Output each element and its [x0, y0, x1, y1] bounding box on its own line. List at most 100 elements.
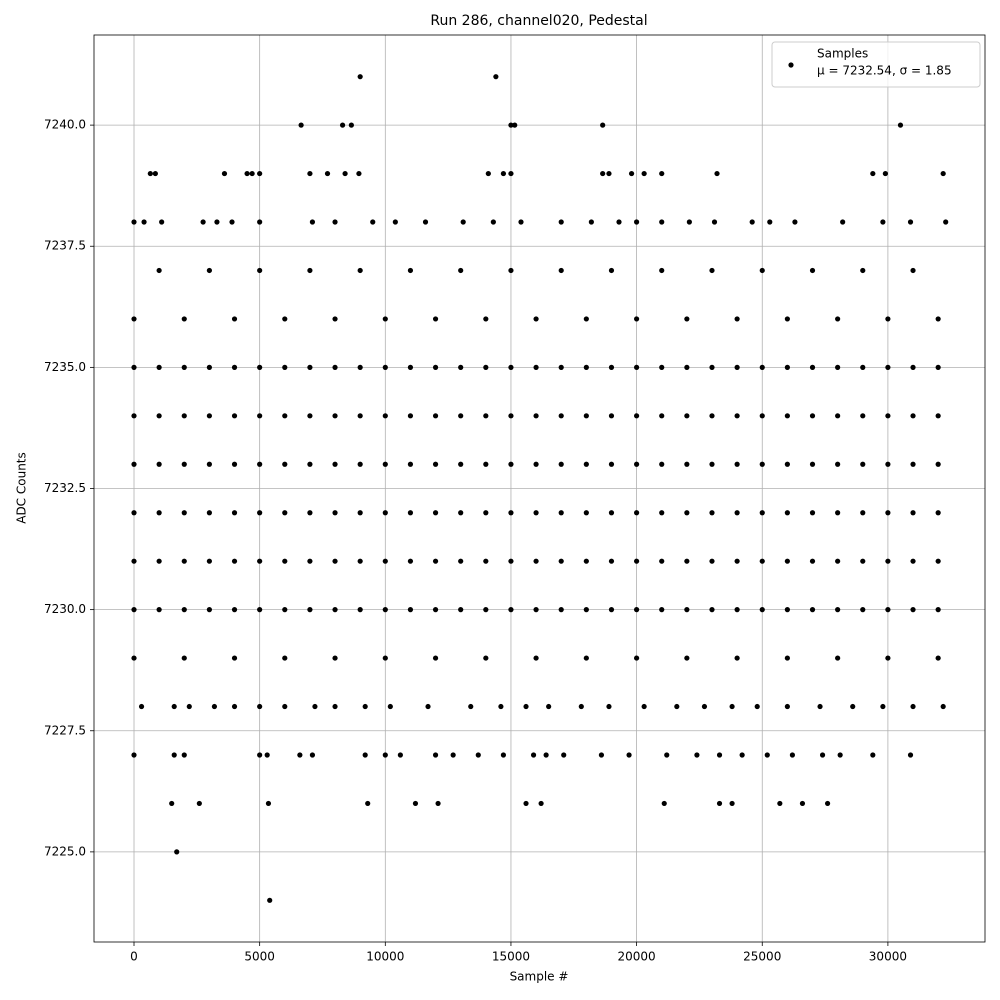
x-tick-label: 0: [130, 950, 138, 964]
point: [885, 413, 891, 419]
point: [342, 170, 348, 177]
point: [837, 752, 843, 758]
point: [357, 364, 363, 370]
point: [362, 703, 368, 710]
point: [634, 607, 640, 613]
point: [265, 800, 272, 807]
point: [709, 558, 715, 564]
point: [546, 703, 552, 710]
point: [530, 752, 537, 758]
point: [789, 752, 796, 758]
point: [533, 316, 539, 322]
point: [468, 703, 474, 710]
point: [935, 364, 941, 370]
point: [935, 607, 941, 613]
point: [885, 607, 891, 613]
point: [583, 316, 589, 322]
point: [257, 267, 263, 274]
point: [634, 219, 640, 225]
point: [332, 510, 338, 516]
point: [616, 219, 622, 225]
point: [206, 364, 212, 370]
point: [664, 752, 670, 758]
point: [885, 461, 891, 467]
point: [583, 607, 589, 613]
point: [558, 461, 564, 467]
point: [759, 607, 765, 613]
point: [809, 364, 816, 370]
x-axis-label: Sample #: [510, 970, 569, 984]
point: [734, 607, 740, 613]
point: [659, 510, 665, 516]
point: [156, 510, 162, 516]
point: [940, 703, 946, 710]
point: [365, 800, 371, 807]
point: [231, 558, 238, 564]
legend-label: Samples: [817, 47, 868, 61]
point: [634, 413, 640, 419]
point: [835, 655, 841, 661]
point: [432, 316, 439, 322]
point: [684, 558, 690, 564]
x-tick-label: 30000: [869, 950, 907, 964]
point: [508, 122, 514, 128]
point: [432, 413, 439, 419]
point: [450, 752, 456, 758]
point: [817, 703, 823, 710]
point: [759, 413, 765, 419]
point: [200, 219, 206, 225]
point: [196, 800, 202, 807]
point: [458, 607, 464, 613]
point: [231, 413, 238, 419]
point: [407, 267, 414, 274]
point: [659, 558, 665, 564]
point: [257, 219, 263, 225]
point: [475, 752, 481, 758]
point: [382, 655, 388, 661]
point: [483, 461, 489, 467]
point: [458, 413, 464, 419]
point: [907, 219, 914, 225]
point: [809, 558, 816, 564]
point: [659, 461, 665, 467]
point: [508, 267, 514, 274]
point: [885, 558, 891, 564]
point: [181, 752, 187, 758]
point: [561, 752, 567, 758]
point: [206, 267, 212, 274]
point: [819, 752, 826, 758]
point: [382, 316, 388, 322]
point: [339, 122, 346, 128]
point: [382, 607, 388, 613]
points: [131, 74, 949, 903]
point: [661, 800, 667, 807]
point: [490, 219, 496, 225]
point: [634, 364, 640, 370]
point: [249, 170, 255, 177]
point: [382, 510, 388, 516]
point: [578, 703, 584, 710]
point: [181, 316, 187, 322]
point: [221, 170, 228, 177]
point: [485, 170, 491, 177]
point: [458, 364, 464, 370]
point: [882, 170, 888, 177]
point: [784, 364, 790, 370]
point: [181, 413, 187, 419]
point: [332, 607, 338, 613]
point: [684, 461, 690, 467]
point: [332, 655, 338, 661]
point: [156, 607, 162, 613]
point: [684, 510, 690, 516]
point: [659, 219, 665, 225]
point: [483, 413, 489, 419]
point: [840, 219, 846, 225]
point: [709, 510, 715, 516]
point: [181, 558, 187, 564]
point: [231, 461, 238, 467]
point: [799, 800, 806, 807]
point: [231, 364, 238, 370]
point: [734, 461, 740, 467]
point: [298, 122, 304, 128]
